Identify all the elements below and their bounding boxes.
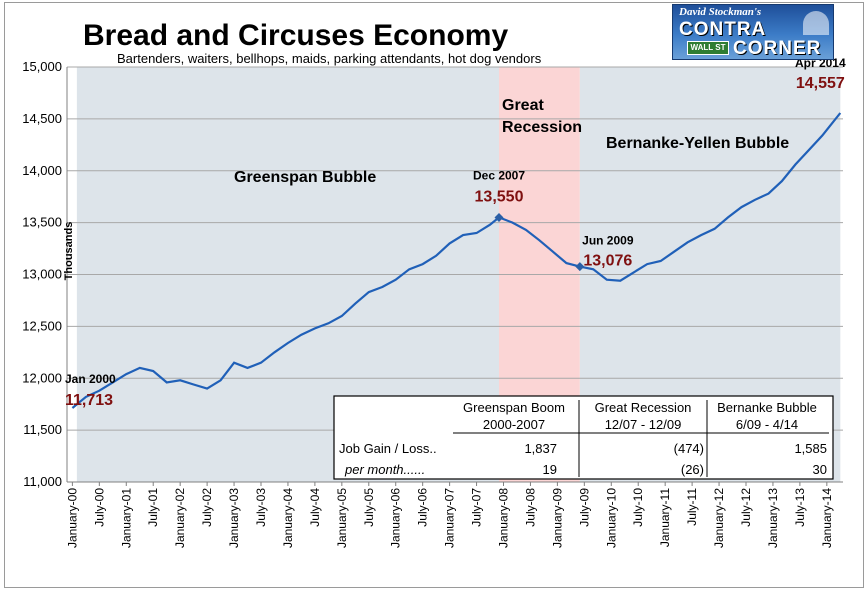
table-border xyxy=(333,395,834,480)
logo-line2: CONTRA xyxy=(679,19,767,40)
y-tick-label: 14,000 xyxy=(22,163,62,178)
x-tick-label: July-08 xyxy=(523,488,537,527)
x-tick-label: January-09 xyxy=(550,488,564,548)
table-cell: (474) xyxy=(674,441,704,456)
x-tick-label: July-03 xyxy=(254,488,268,527)
annotations: Jan 2000 11,713 Dec 2007 13,550 Jun 2009 13,0… xyxy=(65,56,846,409)
wall-street-sign-icon: WALL ST xyxy=(687,41,729,55)
annotation-value: 13,550 xyxy=(475,188,524,205)
region-labels: Greenspan Bubble Great Recession Bernanke-Y… xyxy=(234,97,789,186)
annotation-date: Jan 2000 xyxy=(65,372,116,386)
x-axis: January-00 July-00 January-01 July-01 Januar… xyxy=(65,481,843,548)
data-point-marker xyxy=(575,262,585,272)
region-label: Bernanke-Yellen Bubble xyxy=(606,135,789,152)
table-column-subheader: 2000-2007 xyxy=(483,417,545,432)
x-tick-label: January-11 xyxy=(658,488,672,547)
summary-table: Greenspan Boom 2000-2007 Great Recession 12… xyxy=(333,395,834,480)
y-tick-label: 14,500 xyxy=(22,111,62,126)
y-tick-label: 13,500 xyxy=(22,215,62,230)
annotation-value: 11,713 xyxy=(65,392,113,409)
series-line xyxy=(71,112,842,409)
logo-line1: David Stockman's xyxy=(679,6,762,18)
table-column-header: Bernanke Bubble xyxy=(717,400,817,415)
chart-svg: 11,000 11,500 12,000 12,500 13,000 13,500 14,0… xyxy=(22,19,846,548)
x-tick-label: July-12 xyxy=(739,488,753,527)
table-column-subheader: 6/09 - 4/14 xyxy=(736,417,798,432)
table-column-subheader: 12/07 - 12/09 xyxy=(605,417,682,432)
table-cell: (26) xyxy=(681,462,704,477)
annotation-date: Jun 2009 xyxy=(582,234,634,248)
x-tick-label: July-02 xyxy=(200,488,214,527)
y-tick-label: 12,500 xyxy=(22,318,62,333)
region-label: Recession xyxy=(502,119,582,136)
annotation-value: 13,076 xyxy=(583,253,632,270)
data-point-marker xyxy=(494,212,504,222)
x-tick-label: January-12 xyxy=(712,488,726,548)
x-tick-label: July-04 xyxy=(308,488,322,527)
y-tick-label: 11,000 xyxy=(23,474,62,489)
table-row-label: Job Gain / Loss.. xyxy=(339,441,437,456)
x-tick-label: July-05 xyxy=(362,488,376,527)
x-tick-label: January-03 xyxy=(227,488,241,548)
x-tick-label: July-10 xyxy=(631,488,645,527)
x-tick-label: July-07 xyxy=(470,488,484,527)
logo-line3: CORNER xyxy=(733,38,822,59)
chart-subtitle: Bartenders, waiters, bellhops, maids, pa… xyxy=(117,51,542,66)
table-column-header: Greenspan Boom xyxy=(463,400,565,415)
x-tick-label: July-06 xyxy=(416,488,430,527)
x-tick-label: January-02 xyxy=(173,488,187,548)
table-row-label: per month...... xyxy=(344,462,425,477)
x-tick-label: January-13 xyxy=(766,488,780,548)
x-tick-label: January-07 xyxy=(443,488,457,548)
y-axis-label: Thousands xyxy=(63,222,75,281)
x-tick-label: January-00 xyxy=(65,488,79,548)
capitol-dome-icon xyxy=(803,11,829,35)
y-axis: 11,000 11,500 12,000 12,500 13,000 13,500 14,0… xyxy=(22,59,68,489)
x-tick-label: January-10 xyxy=(604,488,618,548)
x-tick-label: January-08 xyxy=(497,488,511,548)
chart-frame: 11,000 11,500 12,000 12,500 13,000 13,500 14,0… xyxy=(4,2,864,588)
region-label: Great xyxy=(502,97,544,114)
x-tick-label: January-04 xyxy=(281,488,295,548)
table-column-header: Great Recession xyxy=(595,400,692,415)
y-tick-label: 11,500 xyxy=(23,422,62,437)
table-cell: 1,585 xyxy=(794,441,827,456)
annotation-value: 14,557 xyxy=(796,75,845,92)
x-tick-label: January-01 xyxy=(119,488,133,548)
chart-title: Bread and Circuses Economy xyxy=(83,19,508,52)
x-tick-label: July-11 xyxy=(685,488,699,526)
x-tick-label: July-00 xyxy=(92,488,106,527)
x-tick-label: July-13 xyxy=(793,488,807,527)
x-tick-label: July-01 xyxy=(146,488,160,527)
x-tick-label: July-09 xyxy=(577,488,591,527)
y-tick-label: 13,000 xyxy=(22,267,62,282)
x-tick-label: January-14 xyxy=(820,488,834,548)
x-tick-label: January-05 xyxy=(335,488,349,548)
annotation-date: Dec 2007 xyxy=(473,168,525,182)
table-cell: 1,837 xyxy=(524,441,557,456)
y-tick-label: 15,000 xyxy=(22,59,62,74)
contra-corner-logo: David Stockman's CONTRA WALL ST CORNER xyxy=(672,4,834,60)
region-label: Greenspan Bubble xyxy=(234,169,376,186)
table-cell: 19 xyxy=(543,462,557,477)
table-cell: 30 xyxy=(813,462,827,477)
y-tick-label: 12,000 xyxy=(22,370,62,385)
x-tick-label: January-06 xyxy=(389,488,403,548)
